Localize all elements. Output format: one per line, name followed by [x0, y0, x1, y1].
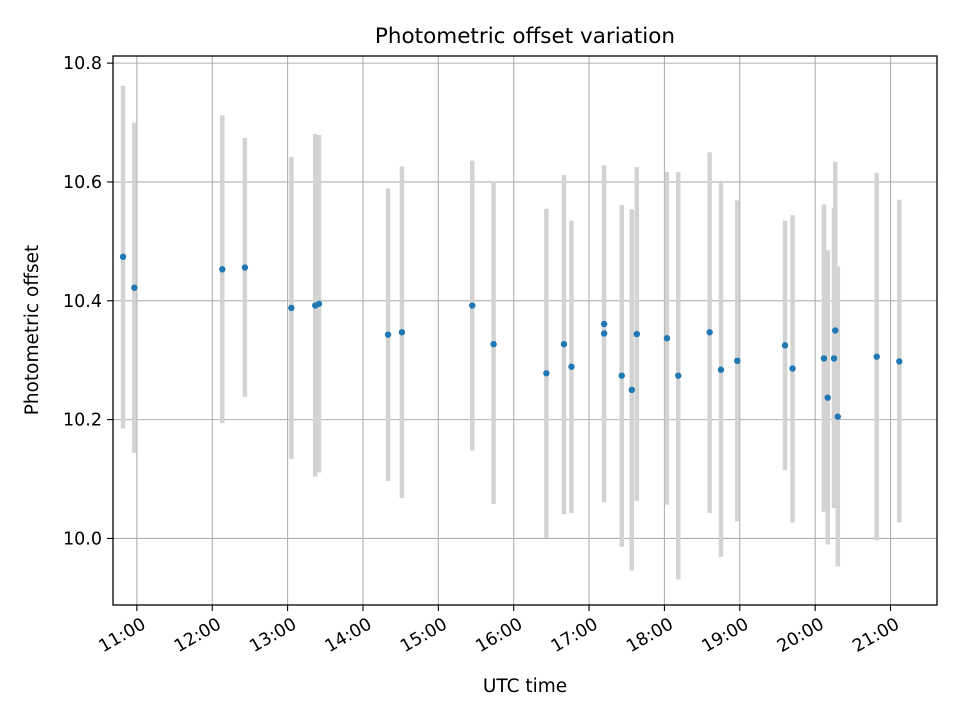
data-point [820, 355, 828, 362]
data-point [824, 394, 831, 401]
grid [113, 56, 937, 605]
data-point [568, 363, 575, 370]
y-tick-label: 10.8 [63, 54, 102, 74]
y-tick-label: 10.0 [63, 529, 102, 549]
data-point [675, 372, 682, 379]
data-point [219, 266, 226, 273]
data-point [288, 304, 295, 312]
y-tick-label: 10.6 [63, 173, 102, 193]
data-point [663, 335, 671, 342]
data-point [600, 320, 608, 328]
data-point [119, 253, 127, 261]
x-axis-label: UTC time [483, 676, 567, 697]
data-points [119, 253, 903, 420]
data-point [398, 329, 406, 336]
y-tick-label: 10.2 [63, 411, 102, 431]
y-tick-label: 10.4 [63, 292, 102, 312]
data-point [384, 331, 392, 338]
y-axis-label: Photometric offset [22, 245, 43, 416]
data-point [628, 386, 635, 394]
data-point [600, 330, 608, 337]
data-point [873, 353, 880, 360]
data-point [315, 300, 323, 307]
data-point [241, 264, 249, 271]
data-point [832, 327, 839, 334]
data-point [633, 330, 640, 338]
chart-title: Photometric offset variation [375, 24, 675, 49]
data-point [789, 365, 796, 372]
data-point [706, 329, 713, 336]
y-axis-ticks: 10.0 10.2 10.4 10.6 10.8 [63, 54, 113, 549]
data-point [543, 370, 550, 377]
data-point [560, 340, 568, 348]
data-point [131, 284, 138, 291]
data-point [469, 302, 476, 309]
data-point [781, 342, 789, 349]
data-point [830, 355, 838, 362]
data-point [717, 366, 725, 373]
data-point [618, 372, 625, 379]
data-point [734, 357, 741, 365]
data-point [896, 358, 903, 365]
data-point [834, 413, 841, 420]
data-point [490, 340, 497, 348]
plot-frame [112, 55, 938, 606]
